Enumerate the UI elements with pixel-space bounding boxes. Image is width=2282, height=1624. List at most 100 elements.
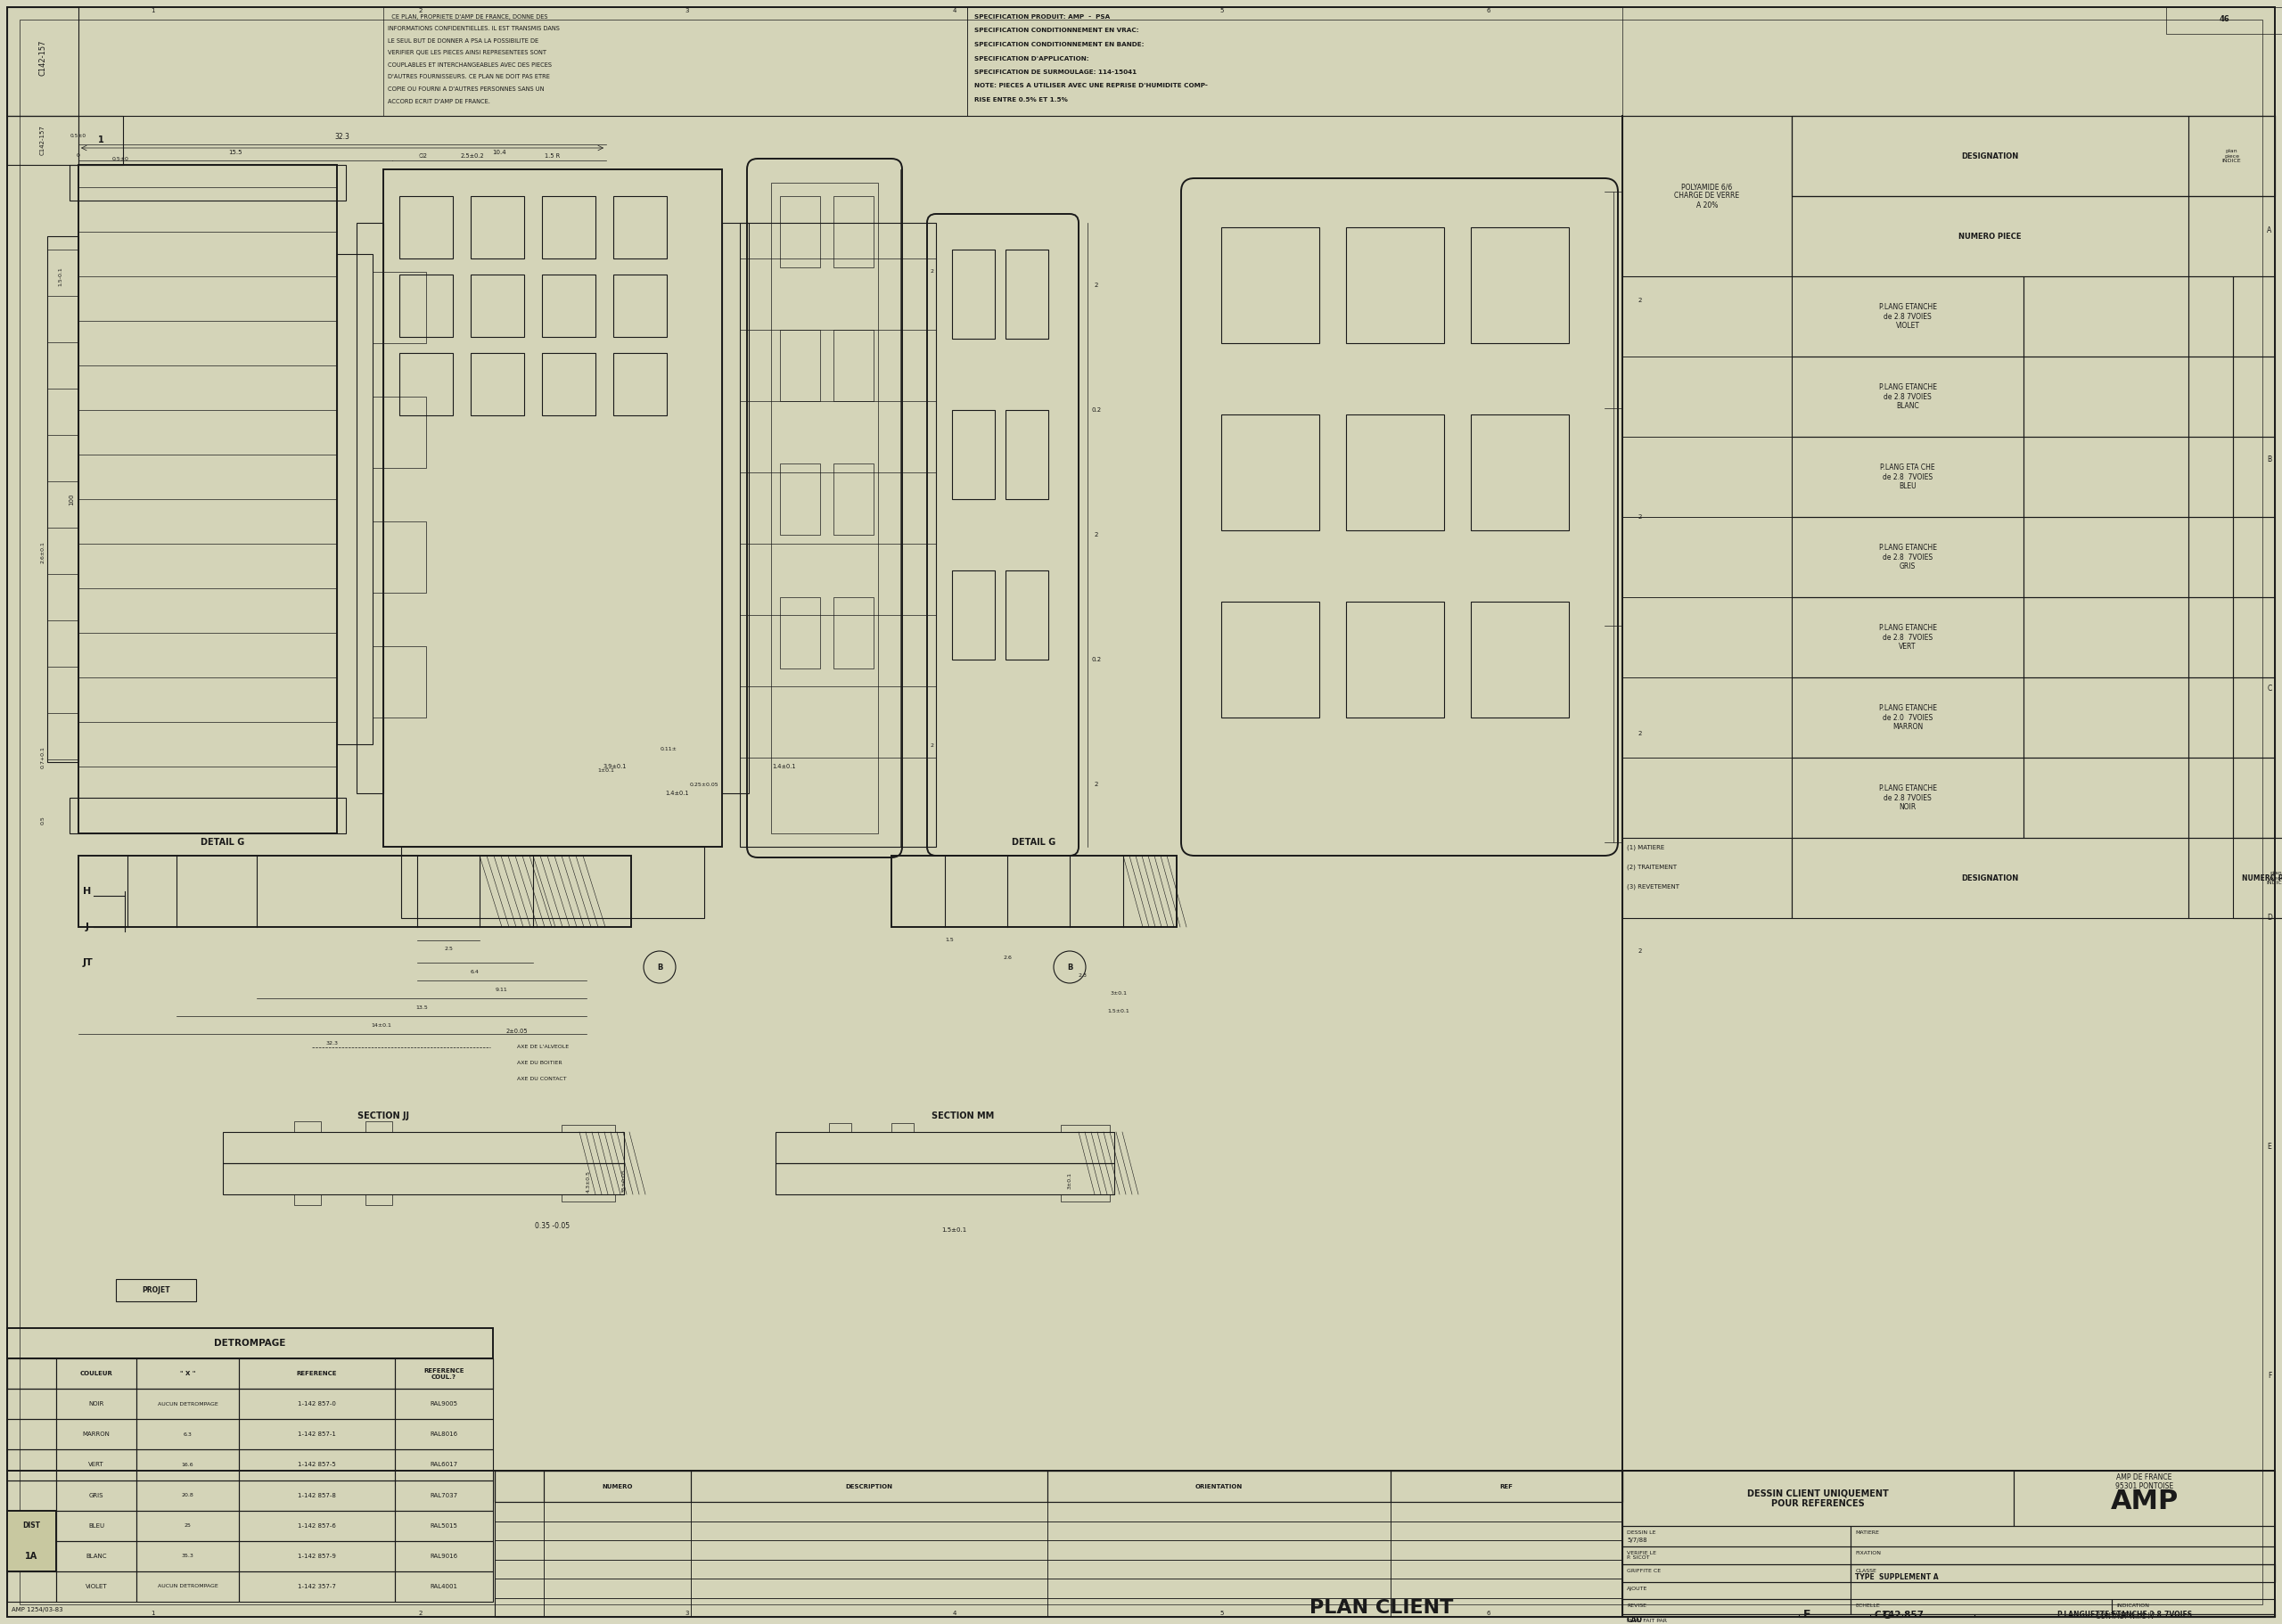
Bar	[57, 1541, 137, 1572]
Bar	[1346, 227, 1445, 343]
Text: AMP: AMP	[2111, 1488, 2179, 1514]
Bar	[721, 222, 748, 793]
Text: NUMERO PIECE: NUMERO PIECE	[2241, 874, 2282, 882]
Bar	[1623, 1471, 2275, 1618]
Bar	[2188, 197, 2275, 276]
Bar	[2188, 598, 2234, 677]
Bar	[1221, 601, 1319, 718]
Bar	[1791, 357, 2024, 437]
Bar	[470, 197, 525, 258]
Text: 0.2: 0.2	[1091, 658, 1102, 663]
Text: PLAN CLIENT: PLAN CLIENT	[1310, 1600, 1454, 1618]
Bar	[543, 1579, 691, 1598]
Bar	[2166, 6, 2282, 34]
Bar	[543, 1540, 691, 1559]
Bar	[1851, 1564, 2275, 1582]
Text: ACCORD ECRIT D'AMP DE FRANCE.: ACCORD ECRIT D'AMP DE FRANCE.	[388, 99, 491, 104]
Bar	[1791, 437, 2024, 516]
Bar	[739, 222, 936, 846]
Bar	[1390, 1579, 1623, 1598]
Text: 2: 2	[929, 268, 933, 273]
Bar	[470, 352, 525, 416]
Text: GRIFFITE CE: GRIFFITE CE	[1627, 1569, 1661, 1574]
Text: " X ": " X "	[180, 1371, 196, 1377]
Text: POLYAMIDE 6/6
CHARGE DE VERRE
A 20%: POLYAMIDE 6/6 CHARGE DE VERRE A 20%	[1675, 184, 1739, 209]
Bar	[543, 197, 596, 258]
Bar	[892, 856, 1178, 927]
Bar	[780, 463, 819, 534]
Bar	[543, 1471, 691, 1502]
Bar	[2188, 357, 2234, 437]
Bar	[399, 197, 452, 258]
Text: 1.4±0.1: 1.4±0.1	[774, 763, 796, 770]
Bar	[7, 6, 78, 115]
Bar	[137, 1389, 240, 1419]
Text: CONTACT N.I.C IV: CONTACT N.I.C IV	[2095, 1613, 2154, 1621]
Bar	[48, 235, 78, 762]
Text: RAL4001: RAL4001	[429, 1583, 459, 1590]
Text: P.LANG ETA CHE
de 2.8  7VOIES
BLEU: P.LANG ETA CHE de 2.8 7VOIES BLEU	[1880, 463, 1935, 490]
Bar	[2024, 758, 2188, 838]
Text: (3) REVETEMENT: (3) REVETEMENT	[1627, 883, 1680, 890]
Bar	[2234, 838, 2282, 918]
Text: 5/7/88: 5/7/88	[1627, 1538, 1648, 1543]
Text: F: F	[2268, 1372, 2271, 1380]
Bar	[7, 1419, 57, 1450]
Text: DESIGNATION: DESIGNATION	[1963, 153, 2020, 161]
Bar	[57, 1359, 137, 1389]
Bar	[395, 1450, 493, 1479]
Bar	[1221, 414, 1319, 531]
Bar	[395, 1572, 493, 1601]
Bar	[1851, 1527, 2275, 1546]
Bar	[2013, 1471, 2275, 1527]
Bar	[68, 166, 347, 200]
Bar	[1791, 838, 2188, 918]
Bar	[543, 352, 596, 416]
Text: JT: JT	[82, 958, 94, 966]
Text: 6: 6	[1488, 8, 1490, 13]
Text: 1±0.1: 1±0.1	[598, 768, 614, 773]
Bar	[395, 1359, 493, 1389]
Text: 3.9±0.1: 3.9±0.1	[602, 763, 628, 770]
Bar	[240, 1389, 395, 1419]
Text: SECTION MM: SECTION MM	[931, 1111, 995, 1121]
Text: DESCRIPTION: DESCRIPTION	[847, 1484, 892, 1489]
Text: F: F	[1803, 1609, 1810, 1621]
Bar	[1851, 1564, 2275, 1582]
Text: ORIENTATION: ORIENTATION	[1196, 1484, 1244, 1489]
Bar	[833, 330, 874, 401]
Text: 2: 2	[1638, 948, 1643, 953]
Bar	[952, 409, 995, 499]
Text: 2: 2	[418, 8, 422, 13]
Bar	[1623, 276, 1791, 357]
Bar	[240, 1359, 395, 1389]
Bar	[57, 1510, 137, 1541]
Text: AMP 1254/03-83: AMP 1254/03-83	[11, 1608, 64, 1613]
Bar	[1791, 115, 2275, 197]
Bar	[1623, 758, 1791, 838]
Bar	[495, 1471, 1623, 1618]
Bar	[383, 169, 721, 846]
Bar	[1623, 357, 1791, 437]
Text: 0.5±0: 0.5±0	[71, 135, 87, 138]
Text: NUMERO: NUMERO	[602, 1484, 632, 1489]
Text: B: B	[2268, 455, 2273, 463]
Bar	[2188, 838, 2282, 918]
Text: SPECIFICATION PRODUIT: AMP  -  PSA: SPECIFICATION PRODUIT: AMP - PSA	[974, 15, 1109, 19]
Text: C: C	[2268, 685, 2273, 692]
Text: RAL8016: RAL8016	[429, 1432, 459, 1437]
Bar	[1390, 1540, 1623, 1559]
Text: FIXATION: FIXATION	[1855, 1551, 1880, 1556]
Text: COULEUR: COULEUR	[80, 1371, 112, 1377]
Bar	[1623, 1546, 1851, 1564]
Text: D: D	[2266, 914, 2273, 922]
Text: H: H	[82, 887, 91, 896]
Bar	[771, 184, 879, 833]
Text: 2: 2	[418, 1611, 422, 1616]
Text: 100: 100	[68, 494, 73, 505]
Bar	[780, 330, 819, 401]
Bar	[691, 1579, 1047, 1598]
Text: 46: 46	[2218, 16, 2230, 24]
Bar	[7, 1541, 57, 1572]
Bar	[137, 1479, 240, 1510]
